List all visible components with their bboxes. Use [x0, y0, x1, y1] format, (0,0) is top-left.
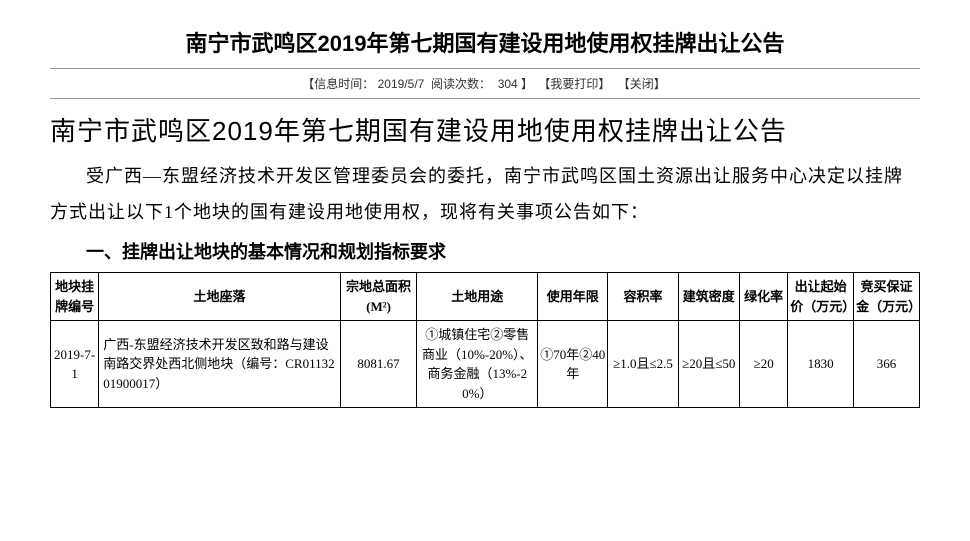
- cell-far: ≥1.0且≤2.5: [608, 321, 678, 408]
- meta-bar: 【信息时间： 2019/5/7 阅读次数： 304 】 【我要打印】 【关闭】: [50, 68, 920, 99]
- th-deposit: 竞买保证金（万元）: [854, 273, 920, 321]
- cell-term: ①70年②40年: [538, 321, 608, 408]
- cell-location: 广西-东盟经济技术开发区致和路与建设南路交界处西北侧地块（编号：CR011320…: [99, 321, 340, 408]
- cell-deposit: 366: [854, 321, 920, 408]
- th-density: 建筑密度: [678, 273, 739, 321]
- th-id: 地块挂牌编号: [51, 273, 99, 321]
- table-row: 2019-7-1 广西-东盟经济技术开发区致和路与建设南路交界处西北侧地块（编号…: [51, 321, 920, 408]
- th-term: 使用年限: [538, 273, 608, 321]
- cell-green: ≥20: [740, 321, 788, 408]
- th-use: 土地用途: [417, 273, 538, 321]
- th-area: 宗地总面积(M²): [340, 273, 417, 321]
- page-title: 南宁市武鸣区2019年第七期国有建设用地使用权挂牌出让公告: [50, 26, 920, 58]
- table-header-row: 地块挂牌编号 土地座落 宗地总面积(M²) 土地用途 使用年限 容积率 建筑密度…: [51, 273, 920, 321]
- section-1-heading: 一、挂牌出让地块的基本情况和规划指标要求: [50, 238, 920, 264]
- meta-time-value: 2019/5/7: [378, 77, 425, 91]
- close-link[interactable]: 【关闭】: [618, 77, 666, 91]
- cell-density: ≥20且≤50: [678, 321, 739, 408]
- meta-views-value: 304: [498, 77, 518, 91]
- meta-views-label: 阅读次数：: [431, 77, 491, 91]
- th-location: 土地座落: [99, 273, 340, 321]
- meta-time-label: 信息时间：: [314, 77, 374, 91]
- document-subtitle: 南宁市武鸣区2019年第七期国有建设用地使用权挂牌出让公告: [50, 111, 920, 148]
- th-start-price: 出让起始价（万元）: [788, 273, 854, 321]
- cell-id: 2019-7-1: [51, 321, 99, 408]
- th-green: 绿化率: [740, 273, 788, 321]
- cell-start-price: 1830: [788, 321, 854, 408]
- land-table: 地块挂牌编号 土地座落 宗地总面积(M²) 土地用途 使用年限 容积率 建筑密度…: [50, 272, 920, 408]
- cell-use: ①城镇住宅②零售商业（10%-20%）、商务金融（13%-20%）: [417, 321, 538, 408]
- print-link[interactable]: 【我要打印】: [538, 77, 610, 91]
- cell-area: 8081.67: [340, 321, 417, 408]
- th-far: 容积率: [608, 273, 678, 321]
- intro-paragraph: 受广西—东盟经济技术开发区管理委员会的委托，南宁市武鸣区国土资源出让服务中心决定…: [50, 158, 920, 230]
